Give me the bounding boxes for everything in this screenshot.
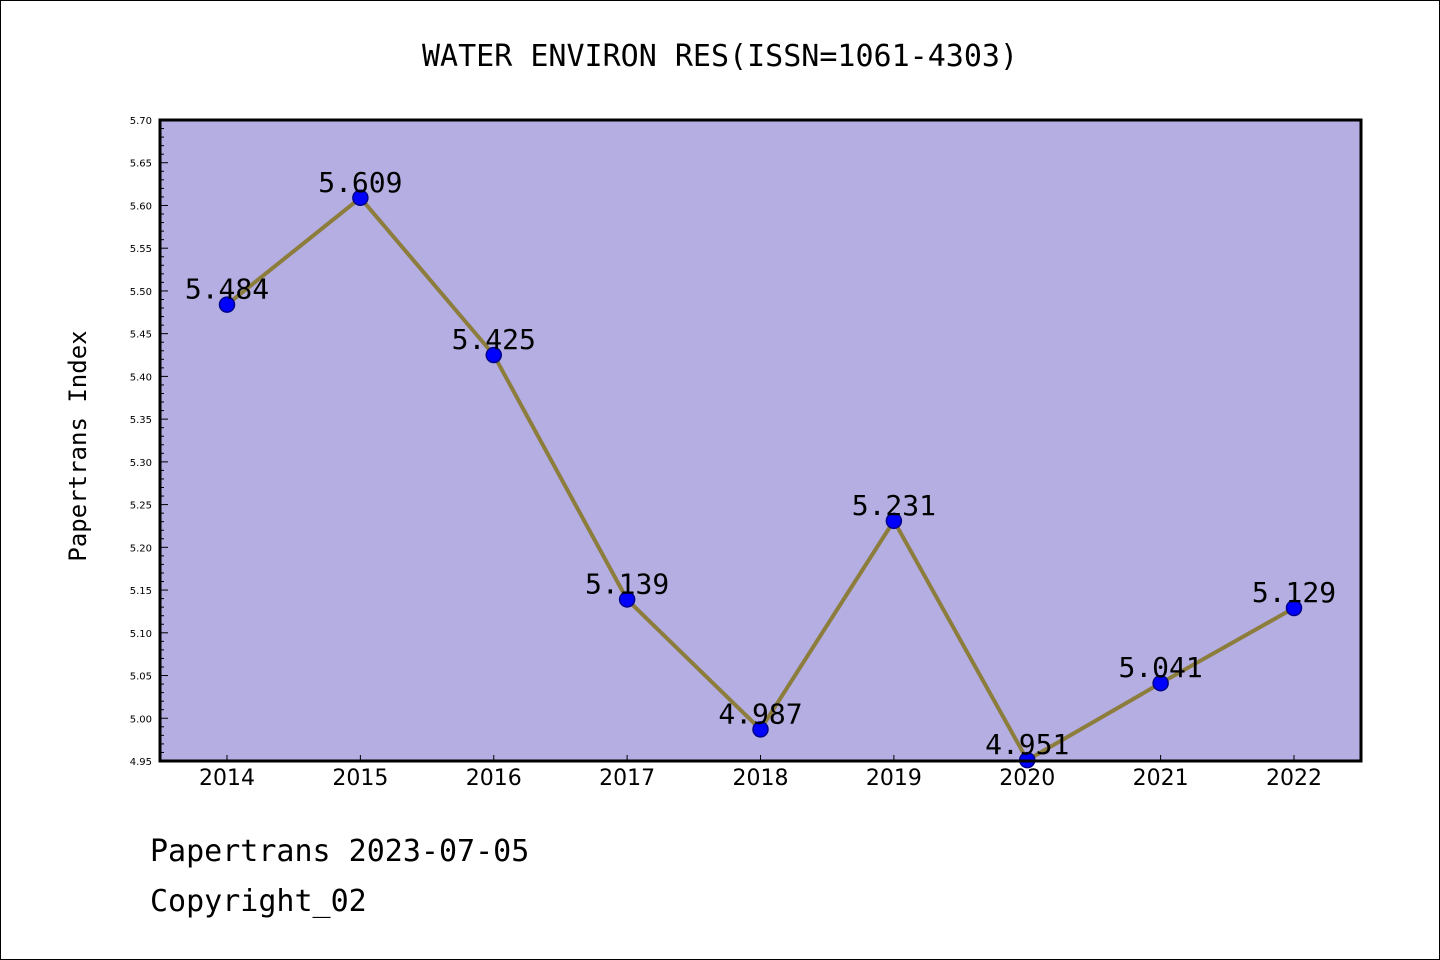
data-point-label: 5.139 <box>585 567 669 600</box>
y-tick-label: 5.60 <box>130 201 152 212</box>
y-tick-label: 5.70 <box>130 116 152 127</box>
y-tick-label: 5.25 <box>130 501 152 512</box>
x-tick-label: 2014 <box>199 766 255 791</box>
y-tick-label: 4.95 <box>130 757 152 768</box>
data-point-marker <box>218 296 236 313</box>
data-point-label: 4.951 <box>985 728 1069 761</box>
data-point-marker <box>752 721 769 738</box>
x-axis-ticks: 2014 2015 2016 2017 2018 2019 2020 2021 2022 <box>199 755 1322 791</box>
y-tick-label: 5.50 <box>130 287 152 298</box>
y-tick-label: 5.15 <box>130 586 152 597</box>
x-tick-label: 2015 <box>332 766 388 791</box>
data-point-label: 5.425 <box>452 323 536 356</box>
y-axis-ticks: 4.95 5.00 5.05 5.10 5.15 5.20 5.25 5.30 5.35 5.40… <box>130 116 168 768</box>
data-point-label: 5.231 <box>852 489 936 522</box>
y-tick-label: 5.20 <box>130 543 152 554</box>
y-tick-label: 5.30 <box>130 458 152 469</box>
x-tick-label: 2020 <box>999 766 1055 791</box>
plot-border <box>158 118 1363 763</box>
chart-title: WATER ENVIRON RES(ISSN=1061-4303) <box>422 39 1018 74</box>
data-point-label: 5.129 <box>1252 576 1336 609</box>
data-point-label: 5.484 <box>185 273 269 306</box>
data-labels: 5.484 5.609 5.425 5.139 4.987 5.231 4.951 5.041… <box>185 166 1336 761</box>
y-tick-label: 5.35 <box>130 415 152 426</box>
x-tick-label: 2017 <box>599 766 655 791</box>
x-tick-label: 2019 <box>866 766 922 791</box>
data-point-marker <box>352 189 369 207</box>
y-tick-label: 5.05 <box>130 672 152 683</box>
y-tick-label: 5.10 <box>130 629 152 640</box>
plot-area <box>160 120 1361 761</box>
y-tick-label: 5.65 <box>130 159 152 170</box>
data-point-marker <box>1152 674 1169 692</box>
footer-date-line: Papertrans 2023-07-05 <box>150 834 530 869</box>
y-axis-label: Papertrans Index <box>64 330 92 561</box>
data-point-marker <box>618 591 636 608</box>
x-tick-label: 2022 <box>1266 766 1322 791</box>
data-point-marker <box>885 512 903 530</box>
data-point-label: 5.041 <box>1118 651 1202 684</box>
data-point-marker <box>485 346 502 364</box>
data-points <box>218 189 1303 769</box>
data-point-label: 4.987 <box>718 697 802 730</box>
footer-copyright-line: Copyright_02 <box>150 884 367 919</box>
data-point-label: 5.609 <box>318 166 402 199</box>
y-tick-label: 5.00 <box>130 714 152 725</box>
y-tick-label: 5.45 <box>130 330 152 341</box>
y-tick-label: 5.40 <box>130 372 152 383</box>
x-tick-label: 2016 <box>466 766 522 791</box>
y-tick-label: 5.55 <box>130 244 152 255</box>
x-tick-label: 2018 <box>733 766 789 791</box>
data-point-marker <box>1285 599 1303 617</box>
x-tick-label: 2021 <box>1133 766 1189 791</box>
